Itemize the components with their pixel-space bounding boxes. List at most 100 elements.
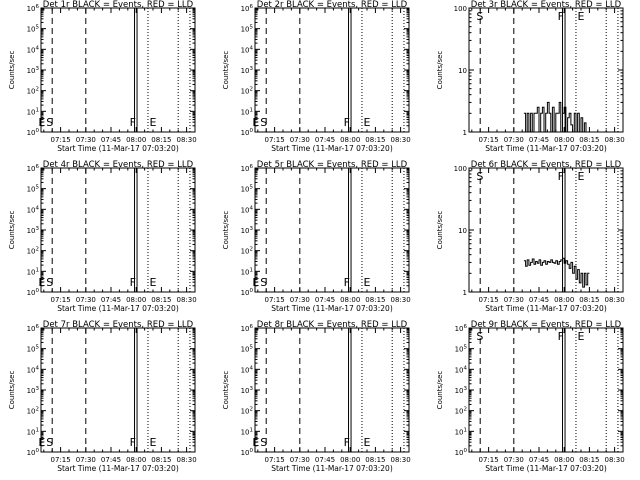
y-axis-label: Counts/sec <box>222 211 230 250</box>
chart-panel: Det 3r BLACK = Events, RED = LLD 1 10 100 Co… <box>436 0 625 153</box>
y-axis-label: Counts/sec <box>436 51 444 90</box>
y-tick-label: 105 <box>241 345 254 354</box>
y-axis-label: Counts/sec <box>436 211 444 250</box>
x-tick-label: 07:45 <box>101 456 121 464</box>
x-axis-label: Start Time (11-Mar-17 07:03:20) <box>485 304 607 313</box>
plot-frame <box>468 167 624 293</box>
y-tick-label: 101 <box>241 267 253 276</box>
x-tick-label: 07:45 <box>529 456 549 464</box>
event-marker: E <box>252 436 259 449</box>
event-marker: E <box>364 436 371 449</box>
plot-frame <box>254 167 410 293</box>
y-tick-label: 106 <box>455 324 468 333</box>
y-tick-label: 100 <box>27 128 40 137</box>
chart-panel: Det 5r BLACK = Events, RED = LLD 100 101 10… <box>222 160 411 313</box>
y-tick-label: 103 <box>455 386 468 395</box>
x-tick-label: 08:30 <box>177 296 197 304</box>
chart-panel: Det 1r BLACK = Events, RED = LLD 100 101 10… <box>8 0 197 153</box>
y-tick-label: 106 <box>241 164 254 173</box>
y-tick-label: 105 <box>241 185 254 194</box>
x-axis-label: Start Time (11-Mar-17 07:03:20) <box>271 144 393 153</box>
x-tick-label: 07:15 <box>51 456 71 464</box>
x-tick-label: 07:30 <box>290 296 310 304</box>
event-marker: S <box>476 330 483 343</box>
x-tick-label: 08:30 <box>605 136 625 144</box>
y-tick-label: 102 <box>27 247 39 256</box>
y-tick-label: 104 <box>241 205 254 214</box>
x-tick-label: 07:15 <box>265 296 285 304</box>
y-axis-label: Counts/sec <box>436 371 444 410</box>
chart-title: Det 7r BLACK = Events, RED = LLD <box>43 320 194 330</box>
y-tick-label: 106 <box>27 4 40 13</box>
y-tick-label: 104 <box>27 205 40 214</box>
x-tick-label: 08:15 <box>151 136 171 144</box>
y-tick-label: 100 <box>27 448 40 457</box>
event-marker: E <box>364 276 371 289</box>
x-tick-label: 07:15 <box>265 136 285 144</box>
y-tick-label: 105 <box>241 25 254 34</box>
y-tick-label: 10 <box>458 227 467 235</box>
x-tick-label: 07:30 <box>504 136 524 144</box>
x-axis-label: Start Time (11-Mar-17 07:03:20) <box>57 304 179 313</box>
y-tick-label: 104 <box>241 45 254 54</box>
event-marker: E <box>38 436 45 449</box>
y-tick-label: 106 <box>241 4 254 13</box>
y-tick-label: 103 <box>241 386 254 395</box>
x-tick-label: 08:30 <box>177 136 197 144</box>
x-tick-label: 07:15 <box>51 136 71 144</box>
plot-frame <box>254 7 410 133</box>
y-tick-label: 100 <box>454 5 467 13</box>
event-marker: F <box>130 116 136 129</box>
event-marker: S <box>260 116 267 129</box>
x-tick-label: 08:30 <box>391 296 411 304</box>
y-tick-label: 101 <box>241 427 253 436</box>
x-tick-label: 08:15 <box>579 296 599 304</box>
x-axis-label: Start Time (11-Mar-17 07:03:20) <box>57 144 179 153</box>
event-marker: E <box>252 116 259 129</box>
x-tick-label: 08:00 <box>554 456 574 464</box>
x-tick-label: 07:30 <box>76 136 96 144</box>
y-tick-label: 104 <box>241 365 254 374</box>
event-marker: E <box>252 276 259 289</box>
event-marker: F <box>130 276 136 289</box>
y-tick-label: 101 <box>241 107 253 116</box>
event-marker: E <box>38 276 45 289</box>
x-tick-label: 07:15 <box>265 456 285 464</box>
x-tick-label: 08:00 <box>126 456 146 464</box>
y-tick-label: 100 <box>455 448 468 457</box>
x-tick-label: 08:00 <box>554 136 574 144</box>
y-tick-label: 100 <box>241 288 254 297</box>
x-tick-label: 07:45 <box>101 296 121 304</box>
y-axis-label: Counts/sec <box>8 51 16 90</box>
x-tick-label: 08:00 <box>126 136 146 144</box>
y-tick-label: 105 <box>27 185 40 194</box>
x-axis-label: Start Time (11-Mar-17 07:03:20) <box>57 464 179 473</box>
chart-title: Det 3r BLACK = Events, RED = LLD <box>471 0 622 10</box>
event-marker: S <box>46 116 53 129</box>
x-tick-label: 07:30 <box>76 456 96 464</box>
x-tick-label: 08:30 <box>391 136 411 144</box>
series-line <box>523 101 590 133</box>
y-tick-label: 100 <box>454 165 467 173</box>
x-tick-label: 08:30 <box>391 456 411 464</box>
chart-panel: Det 2r BLACK = Events, RED = LLD 100 101 10… <box>222 0 411 153</box>
x-tick-label: 08:00 <box>340 296 360 304</box>
x-tick-label: 07:45 <box>315 136 335 144</box>
event-marker: S <box>476 10 483 23</box>
x-tick-label: 08:15 <box>365 296 385 304</box>
chart-title: Det 9r BLACK = Events, RED = LLD <box>471 320 622 330</box>
y-tick-label: 102 <box>241 87 253 96</box>
x-tick-label: 07:30 <box>290 456 310 464</box>
event-marker: S <box>46 276 53 289</box>
x-tick-label: 07:45 <box>315 296 335 304</box>
x-tick-label: 07:45 <box>529 136 549 144</box>
y-tick-label: 101 <box>27 107 39 116</box>
x-tick-label: 07:15 <box>479 456 499 464</box>
plot-frame <box>40 167 196 293</box>
x-tick-label: 08:30 <box>605 456 625 464</box>
y-tick-label: 102 <box>241 407 253 416</box>
x-tick-label: 08:00 <box>554 296 574 304</box>
y-axis-label: Counts/sec <box>8 371 16 410</box>
event-marker: S <box>260 276 267 289</box>
chart-title: Det 5r BLACK = Events, RED = LLD <box>257 160 408 170</box>
